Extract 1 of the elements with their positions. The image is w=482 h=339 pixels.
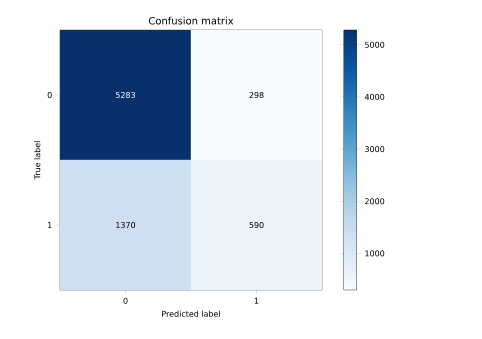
chart-title: Confusion matrix <box>148 16 234 25</box>
